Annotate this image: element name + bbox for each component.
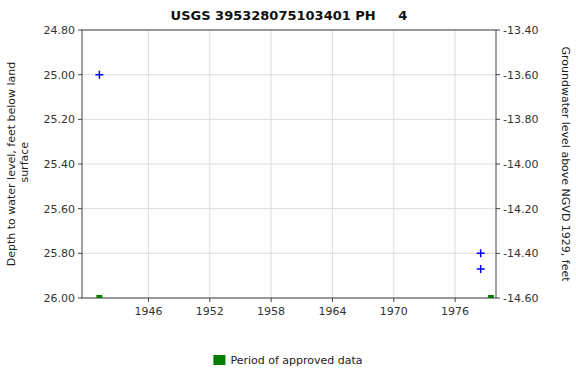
- y-tick-label: 24.80: [44, 24, 76, 37]
- plot-frame: [82, 30, 496, 298]
- y-tick: [78, 298, 82, 299]
- x-tick-label: 1946: [134, 305, 162, 318]
- grid: [82, 30, 496, 298]
- y-tick-label: 25.40: [44, 158, 76, 171]
- y2-axis-label: Groundwater level above NGVD 1929, feet: [559, 46, 572, 282]
- y2-tick-label: -13.40: [503, 24, 538, 37]
- legend-label: Period of approved data: [230, 354, 362, 367]
- x-tick-label: 1952: [196, 305, 224, 318]
- legend: Period of approved data: [213, 354, 362, 367]
- marks: [95, 71, 494, 298]
- grid-line: [82, 164, 496, 165]
- point: [95, 71, 103, 79]
- y2-tick-label: -14.40: [503, 247, 538, 260]
- grid-line: [82, 208, 496, 209]
- y-axis-label-line: surface: [18, 142, 31, 186]
- point: [477, 249, 485, 257]
- y2-tick: [496, 253, 500, 254]
- y-tick: [78, 74, 82, 75]
- x-tick: [209, 298, 210, 302]
- grid-line: [82, 119, 496, 120]
- x-tick-label: 1964: [318, 305, 346, 318]
- y-tick: [78, 30, 82, 31]
- y-tick: [78, 164, 82, 165]
- chart: 1946 1952 1958 1964 1970 1976 24.80 25.00 25.20 2…: [0, 0, 576, 384]
- y2-tick-label: -14.20: [503, 203, 538, 216]
- grid-line: [82, 253, 496, 254]
- point: [488, 295, 494, 298]
- y-tick: [78, 119, 82, 120]
- legend-swatch: [213, 355, 225, 365]
- y-axis-label-line: Depth to water level, feet below land: [5, 62, 18, 267]
- axes: 1946 1952 1958 1964 1970 1976 24.80 25.00 25.20 2…: [44, 24, 539, 318]
- y2-tick-label: -14.00: [503, 158, 538, 171]
- x-tick: [393, 298, 394, 302]
- x-tick: [455, 298, 456, 302]
- y2-tick: [496, 74, 500, 75]
- x-tick-label: 1976: [441, 305, 469, 318]
- y-tick-label: 25.00: [44, 69, 76, 82]
- point: [96, 295, 102, 298]
- y2-tick-label: -14.60: [503, 292, 538, 305]
- series: [95, 71, 484, 273]
- x-tick: [332, 298, 333, 302]
- x-tick-label: 1958: [257, 305, 285, 318]
- y-tick-label: 25.20: [44, 113, 76, 126]
- y2-tick: [496, 119, 500, 120]
- x-tick-label: 1970: [380, 305, 408, 318]
- y-tick-label: 25.60: [44, 203, 76, 216]
- y2-tick: [496, 298, 500, 299]
- y-tick-label: 25.80: [44, 247, 76, 260]
- grid-line: [82, 74, 496, 75]
- series: [96, 295, 494, 298]
- x-tick: [148, 298, 149, 302]
- y-tick: [78, 253, 82, 254]
- title: USGS 395328075103401 PH 4: [171, 8, 408, 23]
- point: [477, 265, 485, 273]
- y2-tick-label: -13.80: [503, 113, 538, 126]
- x-tick: [271, 298, 272, 302]
- y2-tick: [496, 208, 500, 209]
- y2-tick: [496, 164, 500, 165]
- y-tick-label: 26.00: [44, 292, 76, 305]
- y-tick: [78, 208, 82, 209]
- y-axis-label: Depth to water level, feet below land su…: [5, 62, 31, 267]
- legend-entry: Period of approved data: [213, 354, 362, 367]
- y2-tick: [496, 30, 500, 31]
- y2-tick-label: -13.60: [503, 69, 538, 82]
